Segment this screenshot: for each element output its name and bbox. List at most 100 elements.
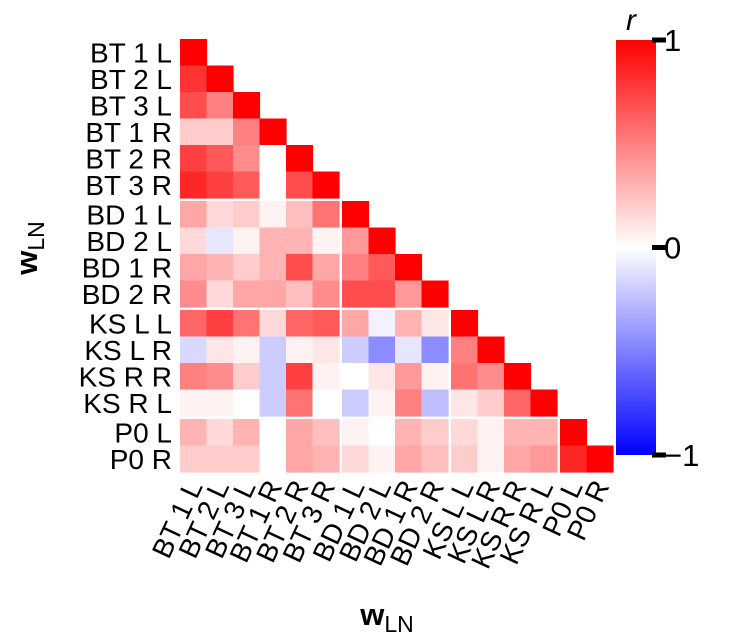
heatmap-cell xyxy=(368,254,396,282)
y-tick-label: KS L L xyxy=(89,308,172,339)
heatmap-cell xyxy=(233,310,261,338)
y-tick-label: BT 3 R xyxy=(85,170,172,201)
heatmap-cell xyxy=(530,389,558,417)
y-tick-labels: BT 1 LBT 2 LBT 3 LBT 1 RBT 2 RBT 3 RBD 1… xyxy=(79,37,172,475)
heatmap-cell xyxy=(233,336,261,364)
heatmap-cell xyxy=(312,201,340,229)
heatmap-cell xyxy=(233,389,261,417)
heatmap-cell xyxy=(451,336,479,364)
heatmap-cell xyxy=(206,171,234,199)
heatmap-cell xyxy=(233,280,261,308)
heatmap-cell xyxy=(312,310,340,338)
heatmap-cell xyxy=(312,336,340,364)
heatmap-cell xyxy=(233,145,261,173)
heatmap-cell xyxy=(504,419,532,447)
y-tick-label: KS L R xyxy=(84,335,172,366)
y-tick-label: BD 2 R xyxy=(82,279,172,310)
heatmap-cell xyxy=(286,171,314,199)
heatmap-cell xyxy=(395,310,423,338)
heatmap-cell xyxy=(395,280,423,308)
heatmap-cell xyxy=(206,92,234,120)
heatmap-cell xyxy=(286,336,314,364)
heatmap-cell xyxy=(368,227,396,255)
heatmap-cell xyxy=(180,201,208,229)
heatmap-cell xyxy=(233,363,261,391)
heatmap-cell xyxy=(286,201,314,229)
heatmap-cell xyxy=(286,445,314,473)
y-tick-label: BT 1 R xyxy=(85,117,172,148)
y-axis-label-sub: LN xyxy=(23,221,49,250)
heatmap-cell xyxy=(259,171,287,199)
heatmap-cell xyxy=(259,419,287,447)
heatmap-cell xyxy=(421,389,449,417)
heatmap-cell xyxy=(504,363,532,391)
heatmap-cell xyxy=(286,227,314,255)
heatmap-cell xyxy=(206,389,234,417)
heatmap-cell xyxy=(395,445,423,473)
heatmap-cell xyxy=(421,363,449,391)
heatmap-cell xyxy=(530,445,558,473)
heatmap-cell xyxy=(259,201,287,229)
heatmap-cell xyxy=(206,445,234,473)
heatmap-cell xyxy=(560,419,588,447)
heatmap-cell xyxy=(259,310,287,338)
heatmap-cell xyxy=(312,280,340,308)
heatmap-cell xyxy=(451,419,479,447)
y-tick-label: BD 1 R xyxy=(82,252,172,283)
heatmap-cell xyxy=(259,280,287,308)
heatmap-cell xyxy=(395,419,423,447)
heatmap-cell xyxy=(477,445,505,473)
heatmap-cell xyxy=(180,419,208,447)
heatmap-cell xyxy=(259,254,287,282)
heatmap-cell xyxy=(451,445,479,473)
heatmap-cell xyxy=(286,310,314,338)
heatmap-cell xyxy=(233,92,261,120)
heatmap-cell xyxy=(286,145,314,173)
colorbar-tick-label: 0 xyxy=(664,231,681,266)
y-tick-label: P0 L xyxy=(114,417,172,448)
colorbar-tick-label: 1 xyxy=(664,23,681,58)
heatmap-cell xyxy=(286,389,314,417)
heatmap-cell xyxy=(206,419,234,447)
heatmap-cell xyxy=(368,419,396,447)
heatmap-cell xyxy=(421,310,449,338)
heatmap-cell xyxy=(206,254,234,282)
heatmap-cell xyxy=(368,280,396,308)
heatmap-cell xyxy=(206,201,234,229)
heatmap-cell xyxy=(180,118,208,146)
heatmap-cell xyxy=(180,39,208,67)
x-axis-label-sub: LN xyxy=(384,611,413,636)
heatmap-cell xyxy=(259,336,287,364)
heatmap-cell xyxy=(421,280,449,308)
heatmap-cell xyxy=(312,254,340,282)
y-axis-label: wLN xyxy=(9,221,49,276)
y-tick-label: BD 1 L xyxy=(86,199,172,230)
heatmap-cell xyxy=(286,254,314,282)
heatmap-cell xyxy=(286,419,314,447)
heatmap-cell xyxy=(342,227,370,255)
y-tick-label: KS R L xyxy=(83,388,172,419)
heatmap-cells xyxy=(180,39,614,473)
heatmap-cell xyxy=(586,445,614,473)
y-tick-label: BD 2 L xyxy=(86,226,172,257)
y-tick-label: BT 2 L xyxy=(90,64,172,95)
heatmap-cell xyxy=(342,389,370,417)
heatmap-cell xyxy=(206,363,234,391)
heatmap-cell xyxy=(342,254,370,282)
heatmap-cell xyxy=(286,280,314,308)
heatmap-cell xyxy=(259,445,287,473)
heatmap-cell xyxy=(180,336,208,364)
y-axis-label-main: w xyxy=(9,250,44,276)
heatmap-cell xyxy=(312,419,340,447)
x-axis-label: wLN xyxy=(359,597,414,636)
heatmap-cell xyxy=(504,389,532,417)
colorbar-ticks: −1 0 1 xyxy=(652,23,699,473)
heatmap-cell xyxy=(233,171,261,199)
heatmap-cell xyxy=(451,310,479,338)
heatmap-cell xyxy=(342,419,370,447)
heatmap-cell xyxy=(206,227,234,255)
heatmap-cell xyxy=(368,389,396,417)
heatmap-cell xyxy=(206,65,234,93)
heatmap-cell xyxy=(342,363,370,391)
